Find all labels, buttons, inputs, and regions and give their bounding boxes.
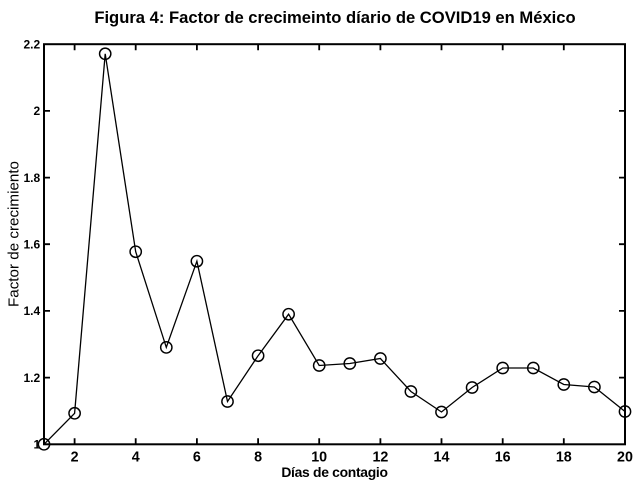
svg-text:4: 4 xyxy=(132,450,140,466)
svg-text:6: 6 xyxy=(193,450,201,466)
svg-text:1.6: 1.6 xyxy=(24,237,41,251)
svg-text:Figura 4: Factor de crecimeint: Figura 4: Factor de crecimeinto díario d… xyxy=(94,8,575,27)
svg-text:10: 10 xyxy=(311,450,327,466)
svg-text:2: 2 xyxy=(71,450,79,466)
svg-text:16: 16 xyxy=(495,450,511,466)
svg-text:Días de contagio: Días de contagio xyxy=(281,464,387,480)
svg-text:1.8: 1.8 xyxy=(24,171,41,185)
svg-text:1: 1 xyxy=(34,438,41,452)
svg-text:14: 14 xyxy=(434,450,450,466)
svg-text:20: 20 xyxy=(617,450,633,466)
svg-text:Factor de crecimiento: Factor de crecimiento xyxy=(6,161,23,307)
svg-text:2.2: 2.2 xyxy=(24,37,41,51)
svg-text:2: 2 xyxy=(34,104,41,118)
svg-text:12: 12 xyxy=(372,450,388,466)
svg-text:1.4: 1.4 xyxy=(24,304,41,318)
svg-text:18: 18 xyxy=(556,450,572,466)
svg-text:8: 8 xyxy=(254,450,262,466)
svg-text:1.2: 1.2 xyxy=(24,371,41,385)
